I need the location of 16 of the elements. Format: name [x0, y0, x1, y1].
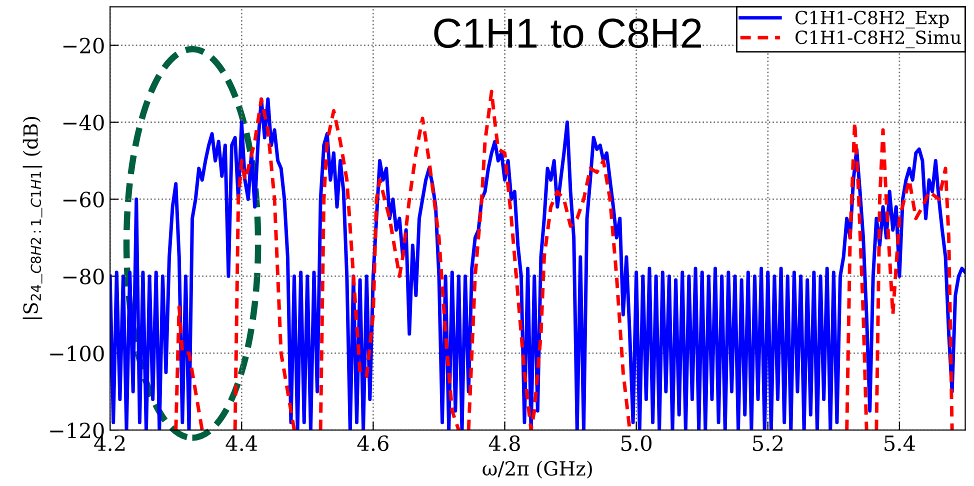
y-axis-title: |S$_{24}$_$_{C8H2:1}$_$_{C1H1}$| (dB)	[22, 116, 42, 320]
chart-title: C1H1 to C8H2	[434, 18, 701, 48]
legend-label: C1H1-C8H2_Exp	[796, 10, 949, 28]
y-tick-label: −20	[63, 38, 104, 54]
x-tick-label: 5.0	[622, 435, 652, 452]
x-tick-label: 5.4	[884, 435, 915, 452]
x-tick-label: 5.2	[753, 435, 782, 452]
x-tick-label: 4.4	[226, 435, 258, 452]
y-tick-label: −100	[50, 346, 104, 362]
x-axis-title: ω/2π (GHz)	[482, 460, 592, 478]
x-tick-label: 4.6	[357, 435, 388, 452]
x-tick-label: 4.8	[488, 435, 520, 452]
legend-label: C1H1-C8H2_Simu	[796, 30, 961, 48]
y-tick-label: −60	[63, 192, 104, 208]
y-tick-label: −80	[63, 268, 104, 284]
y-tick-label: −40	[63, 114, 104, 130]
